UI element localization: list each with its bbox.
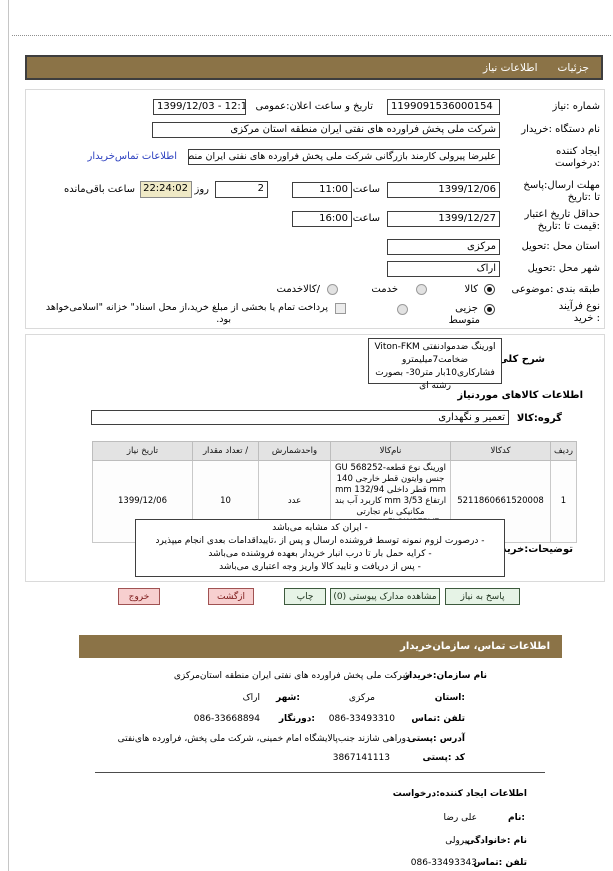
radio-process-minor[interactable]	[484, 304, 495, 315]
validity-hour-label: ساعت	[352, 213, 380, 224]
col-item-name: نام‌کالا	[330, 441, 451, 461]
title-bar: جزئیات اطلاعات نیاز	[25, 55, 603, 80]
radio-goods[interactable]	[484, 284, 495, 295]
delivery-province-label: استان محل :تحویل	[521, 241, 600, 252]
buyer-note-line: - پس از دریافت و تایید کالا واریز وجه اع…	[219, 562, 421, 572]
reply-deadline-label-line2: تا :تاریخ	[567, 192, 600, 203]
treasury-checkbox[interactable]	[335, 303, 346, 314]
group-label: گروه:کالا	[516, 413, 562, 424]
col-quantity: / تعداد مقدار	[192, 441, 259, 461]
creator-family-label: نام :خانوادگی	[465, 836, 527, 846]
contact-phone-value: 086-33493310	[328, 714, 395, 724]
contact-heading: اطلاعات تماس، سازمان‌خریدار	[400, 641, 550, 652]
group-field[interactable]: تعمیر و نگهداری	[91, 410, 509, 425]
buyer-org-label: نام دستگاه :خریدار	[521, 124, 600, 135]
need-description-label: شرح کلی:نیاز	[476, 354, 545, 365]
radio-service-label: خدمت	[371, 284, 398, 295]
treasury-label-line2: بود.	[216, 314, 231, 325]
col-need-date: تاریخ نیاز	[92, 441, 193, 461]
day-label: روز	[194, 184, 210, 195]
buyer-note-line: - ایران کد مشابه می‌باشد	[272, 523, 368, 533]
contact-header-bar: اطلاعات تماس، سازمان‌خریدار	[79, 635, 562, 658]
days-remaining-field[interactable]: 2	[215, 181, 268, 198]
announce-datetime-field[interactable]: 1399/12/03 - 12:15	[153, 99, 246, 115]
buyer-note-line: - کرایه حمل بار تا درب انبار خریدار بعهد…	[208, 549, 432, 559]
org-name-label: نام سازمان:خریدار	[403, 671, 487, 681]
org-name-value: شرکت ملی پخش فراورده های نفتی ایران منطق…	[173, 671, 410, 681]
creator-phone-value: 086-33493343	[410, 858, 477, 868]
print-button[interactable]: چاپ	[284, 588, 326, 605]
buyer-notes-box: - ایران کد مشابه می‌باشد - درصورت لزوم ن…	[135, 519, 505, 577]
buyer-contact-link[interactable]: اطلاعات تماس‌خریدار	[87, 151, 177, 162]
creator-name-value: علی رضا	[443, 813, 477, 823]
contact-city-value: اراک	[242, 693, 260, 703]
col-item-code: کدکالا	[450, 441, 551, 461]
view-attachments-button[interactable]: مشاهده مدارک پیوستی (0)	[330, 588, 440, 605]
deadline-hour-label: ساعت	[352, 184, 380, 195]
delivery-city-field[interactable]: اراک	[387, 261, 500, 277]
tab-details[interactable]: جزئیات	[557, 61, 589, 74]
creator-family-value: پیرولی	[445, 836, 470, 846]
delivery-city-label: شهر محل :تحویل	[527, 263, 600, 274]
goods-table-header-row: ردیف کدکالا نام‌کالا واحدشمارش / تعداد م…	[92, 441, 577, 461]
back-button[interactable]: ازگشت	[208, 588, 254, 605]
deadline-time-field[interactable]: 11:00	[292, 182, 352, 198]
contact-phone-label: تلفن :تماس	[411, 714, 465, 724]
request-creator-label-line1: ایجاد کننده	[556, 146, 600, 157]
hours-remaining-label: ساعت باقی‌مانده	[63, 184, 135, 195]
price-validity-label-line2: :قیمت تا :تاریخ	[537, 221, 600, 232]
creator-phone-label: تلفن :تماس	[473, 858, 527, 868]
dotted-separator	[12, 35, 611, 36]
goods-info-heading: اطلاعات کالاهای موردنیاز	[457, 390, 583, 401]
contact-address-label: آدرس :پستی	[407, 734, 465, 744]
need-description-box[interactable]: اورینگ ضدموادنفتی Viton-FKM ضخامت7میلیمت…	[368, 338, 502, 391]
process-type-label-line1: نوع فرآیند	[558, 301, 600, 312]
treasury-label-line1: پرداخت تمام یا بخشی از مبلغ خرید،از محل …	[45, 302, 328, 313]
contact-address-value: دوراهی شازند جنب‌پالایشگاه امام خمینی، ش…	[117, 734, 410, 744]
request-creator-field[interactable]: علیرضا پیرولی کارمند بازرگانی شرکت ملی پ…	[188, 149, 500, 165]
contact-fax-label: :دورنگار	[278, 714, 315, 724]
exit-button[interactable]: خروج	[118, 588, 160, 605]
contact-postal-value: 3867141113	[332, 753, 390, 763]
radio-process-medium-label: متوسط	[448, 315, 480, 326]
reply-deadline-label-line1: مهلت ارسال:پاسخ	[523, 180, 600, 191]
contact-fax-value: 086-33668894	[193, 714, 260, 724]
request-creator-label-line2: :درخواست	[555, 158, 600, 169]
radio-service[interactable]	[416, 284, 427, 295]
reply-to-need-button[interactable]: پاسخ به نیاز	[445, 588, 520, 605]
buyer-notes-label: توضیحات:خریدار	[492, 544, 573, 555]
need-number-field[interactable]: 1199091536000154	[387, 99, 500, 115]
announce-datetime-label: تاریخ و ساعت اعلان:عمومی	[255, 101, 373, 112]
validity-date-field[interactable]: 1399/12/27	[387, 211, 500, 227]
page-margin-line	[8, 0, 9, 871]
price-validity-label-line1: حداقل تاریخ اعتبار	[524, 209, 600, 220]
deadline-date-field[interactable]: 1399/12/06	[387, 182, 500, 198]
buyer-org-field[interactable]: شرکت ملی پخش فراورده های نفتی ایران منطق…	[152, 122, 500, 138]
section-divider	[95, 772, 545, 773]
radio-goods-service[interactable]	[327, 284, 338, 295]
contact-postal-label: کد :پستی	[422, 753, 465, 763]
creator-name-label: :نام	[508, 813, 525, 823]
contact-city-label: :شهر	[276, 693, 300, 703]
contact-province-label: :استان	[434, 693, 465, 703]
countdown-timer: 22:24:02	[140, 181, 192, 198]
radio-process-medium[interactable]	[397, 304, 408, 315]
col-unit: واحدشمارش	[258, 441, 331, 461]
process-type-label-line2: : خرید	[573, 313, 600, 324]
col-row-index: ردیف	[550, 441, 577, 461]
radio-goods-label: کالا	[464, 284, 478, 295]
delivery-province-field[interactable]: مرکزی	[387, 239, 500, 255]
radio-process-minor-label: جزیی	[455, 303, 478, 314]
validity-time-field[interactable]: 16:00	[292, 211, 352, 227]
radio-goods-service-label: /کالاخدمت	[276, 284, 321, 295]
need-number-label: شماره :نیاز	[552, 101, 601, 112]
contact-province-value: مرکزی	[348, 693, 375, 703]
category-label: طبقه بندی :موضوعی	[511, 284, 600, 295]
cell-row-index: 1	[550, 460, 577, 543]
tab-need-info[interactable]: اطلاعات نیاز	[482, 61, 538, 74]
buyer-note-line: - درصورت لزوم نمونه توسط فروشنده ارسال و…	[155, 536, 485, 546]
creator-heading: اطلاعات ایجاد کننده:درخواست	[392, 789, 527, 799]
